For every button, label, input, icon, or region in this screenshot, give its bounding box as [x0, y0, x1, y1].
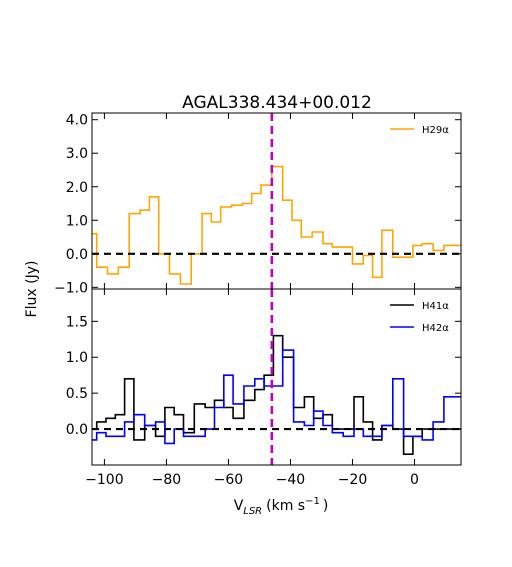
plot-area	[92, 289, 461, 465]
y-tick-label: 1.5	[66, 314, 88, 330]
plot-area	[92, 113, 461, 289]
x-axis-label-main: V	[234, 498, 244, 514]
series-line-H42α	[92, 349, 461, 445]
x-axis-label: VLSR (km s−1)	[234, 496, 329, 517]
y-tick-label: 1.0	[66, 350, 88, 366]
x-tick-label: −20	[338, 472, 368, 488]
y-tick-label: 0.0	[66, 422, 88, 438]
axes-frame	[91, 288, 462, 466]
top-panel: −1.0 0.0 1.0 2.0 3.0 4.0 H29α	[54, 112, 462, 296]
legend-label: H29α	[422, 125, 449, 136]
x-tick-label: −40	[276, 472, 306, 488]
axes-frame	[91, 112, 462, 290]
x-tick-label: −60	[214, 472, 244, 488]
x-tick-label: −100	[85, 472, 123, 488]
y-tick-label: 1.0	[66, 213, 88, 229]
y-tick-label: 0.5	[66, 386, 88, 402]
x-axis-label-superscript: −1	[305, 496, 320, 507]
y-axis-label: Flux (Jy)	[24, 261, 40, 318]
legend: H29α	[390, 125, 449, 136]
legend-label: H41α	[422, 301, 449, 312]
y-tick-label: 0.0	[66, 247, 88, 263]
y-tick-label: 3.0	[66, 146, 88, 162]
legend: H41α H42α	[390, 301, 449, 334]
y-tick-label: 2.0	[66, 180, 88, 196]
y-tick-label: 4.0	[66, 113, 88, 129]
x-tick-label: 0	[410, 472, 419, 488]
x-tick-label: −80	[152, 472, 182, 488]
y-tick-label: −1.0	[54, 280, 88, 296]
x-axis-label-close: )	[323, 498, 328, 514]
x-axis-label-units: (km s	[266, 498, 305, 514]
bottom-panel: 0.0 0.5 1.0 1.5 −100 −80 −60 −40 −20 0 H41α H42α	[66, 288, 462, 488]
chart-title: AGAL338.434+00.012	[182, 93, 372, 113]
x-axis-label-subscript: LSR	[243, 506, 262, 517]
legend-label: H42α	[422, 323, 449, 334]
series-line-H29α	[92, 165, 461, 285]
